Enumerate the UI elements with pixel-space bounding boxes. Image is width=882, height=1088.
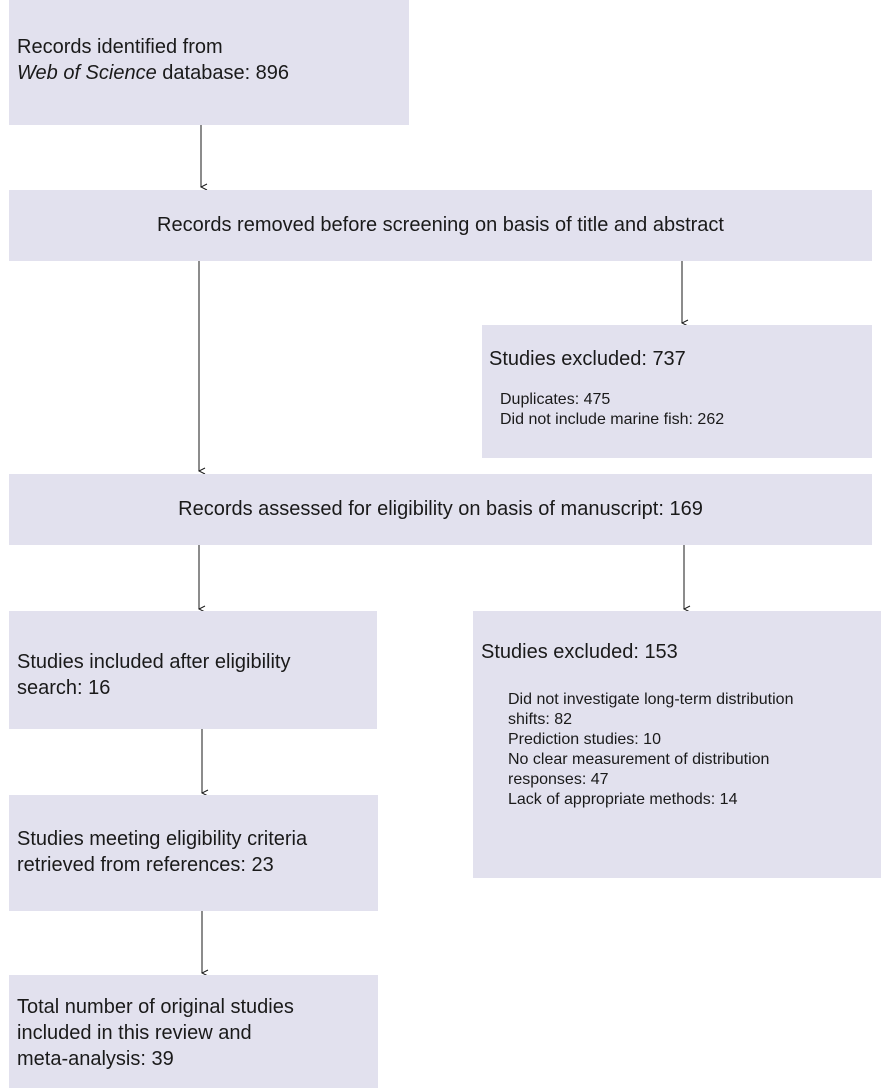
records-removed-box: Records removed before screening on basi… [9, 190, 872, 261]
records-assessed-text: Records assessed for eligibility on basi… [178, 498, 703, 520]
total-line3: meta-analysis: 39 [17, 1048, 174, 1070]
excluded-153-box: Studies excluded: 153 Did not investigat… [473, 611, 881, 878]
excluded-737-item-not-marine: Did not include marine fish: 262 [500, 411, 725, 428]
total-studies-text: Total number of original studies include… [17, 994, 370, 1072]
included-after-search-line2: search: 16 [17, 677, 111, 699]
excluded-153-line: shifts: 82 [508, 711, 573, 728]
excluded-153-line: responses: 47 [508, 771, 609, 788]
retrieved-line1: Studies meeting eligibility criteria [17, 828, 308, 850]
records-identified-line2: Web of Science database: 896 [17, 60, 401, 86]
total-studies-box: Total number of original studies include… [9, 975, 378, 1088]
excluded-737-item-duplicates: Duplicates: 475 [500, 391, 611, 408]
retrieved-from-references-box: Studies meeting eligibility criteria ret… [9, 795, 378, 911]
excluded-153-line: Lack of appropriate methods: 14 [508, 791, 738, 808]
excluded-737-box: Studies excluded: 737 Duplicates: 475 Di… [482, 325, 872, 458]
included-after-search-box: Studies included after eligibility searc… [9, 611, 377, 729]
excluded-153-line: No clear measurement of distribution [508, 751, 770, 768]
retrieved-from-references-text: Studies meeting eligibility criteria ret… [17, 826, 370, 878]
excluded-153-title: Studies excluded: 153 [481, 641, 678, 663]
records-removed-text: Records removed before screening on basi… [157, 214, 724, 236]
total-line1: Total number of original studies [17, 996, 294, 1018]
records-identified-text: Records identified from Web of Science d… [17, 34, 401, 86]
records-identified-line1: Records identified from [17, 36, 223, 58]
excluded-153-list: Did not investigate long-term distributi… [508, 690, 793, 810]
excluded-153-line: Did not investigate long-term distributi… [508, 691, 794, 708]
records-assessed-box: Records assessed for eligibility on basi… [9, 474, 872, 545]
total-line2: included in this review and [17, 1022, 252, 1044]
database-name: Web of Science [17, 62, 157, 84]
included-after-search-line1: Studies included after eligibility [17, 651, 291, 673]
excluded-737-title: Studies excluded: 737 [489, 348, 686, 370]
retrieved-line2: retrieved from references: 23 [17, 854, 274, 876]
records-identified-count: database: 896 [156, 62, 290, 84]
excluded-737-list: Duplicates: 475 Did not include marine f… [500, 390, 724, 430]
included-after-search-text: Studies included after eligibility searc… [17, 649, 369, 701]
excluded-153-line: Prediction studies: 10 [508, 731, 661, 748]
records-identified-box: Records identified from Web of Science d… [9, 0, 409, 125]
